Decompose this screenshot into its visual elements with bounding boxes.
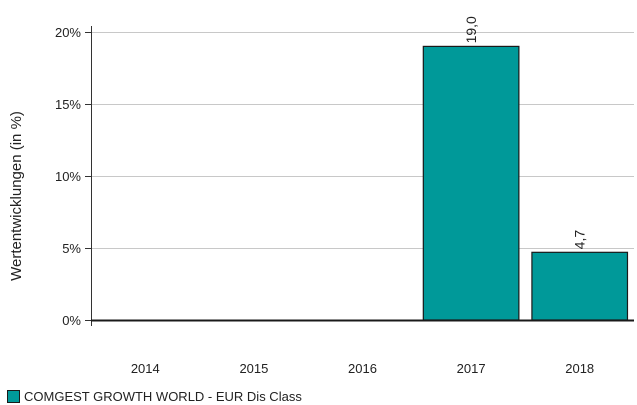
axes: [85, 26, 634, 326]
x-tick-label: 2017: [457, 361, 486, 376]
legend-swatch: [7, 389, 20, 403]
bars: [422, 45, 629, 321]
x-tick-label: 2016: [348, 361, 377, 376]
data-label: 4,7: [572, 230, 588, 250]
legend: COMGEST GROWTH WORLD - EUR Dis Class: [7, 388, 302, 404]
bar: [531, 251, 629, 321]
y-axis-title: Wertentwicklungen (in %): [8, 111, 25, 281]
y-tick-label: 5%: [62, 241, 81, 256]
labels: 0% 5% 10% 15% 20% 2014 2015 2016 19,0 2017 4,7 2018…: [8, 16, 594, 376]
y-tick-label: 0%: [62, 313, 81, 328]
gridlines: [91, 32, 634, 249]
y-tick-label: 20%: [55, 25, 81, 40]
y-tick-label: 10%: [55, 169, 81, 184]
x-tick-label: 2014: [131, 361, 160, 376]
data-label: 19,0: [463, 16, 479, 43]
y-tick-label: 15%: [55, 97, 81, 112]
legend-label: COMGEST GROWTH WORLD - EUR Dis Class: [24, 388, 302, 404]
x-tick-label: 2018: [565, 361, 594, 376]
x-tick-label: 2015: [239, 361, 268, 376]
bar: [422, 45, 520, 321]
